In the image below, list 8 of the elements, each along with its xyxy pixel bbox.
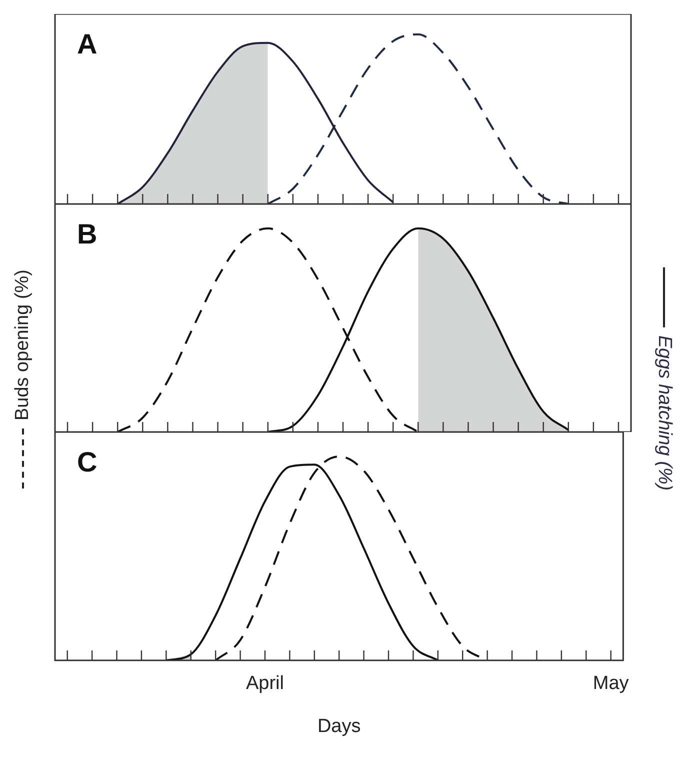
y-axis-title: Buds opening (%) <box>12 268 34 420</box>
y2-axis-title: Eggs hatching (%) <box>652 334 674 490</box>
chart-title: B <box>77 218 98 250</box>
x-axis-title: Days <box>317 716 361 737</box>
x-tick-label: April <box>246 673 284 694</box>
x-tick-label: May <box>592 673 630 694</box>
chart-title: C <box>77 446 98 478</box>
chart-title: A <box>77 28 98 60</box>
